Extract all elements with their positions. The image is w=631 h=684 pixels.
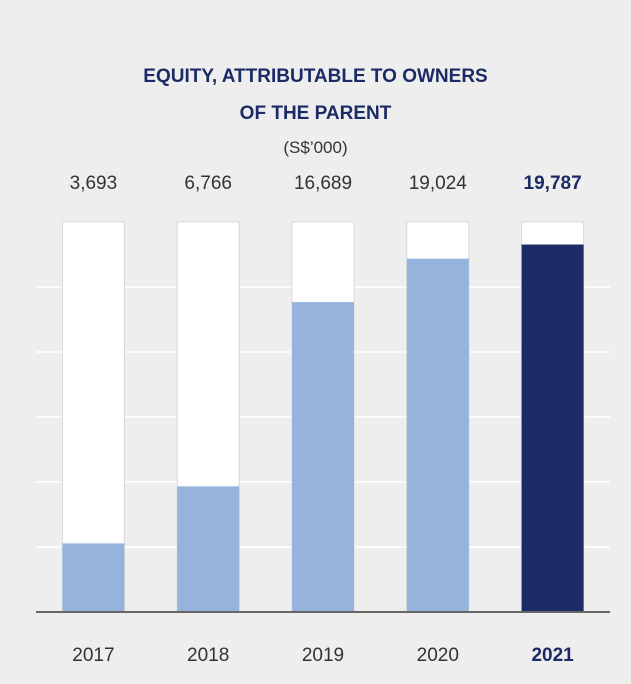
value-label: 19,024 [409, 173, 468, 194]
x-tick-label: 2020 [417, 645, 459, 666]
x-tick-label: 2019 [302, 645, 344, 666]
bar [177, 486, 240, 612]
x-tick-label: 2021 [531, 645, 574, 666]
bar [62, 543, 125, 612]
bar [406, 258, 469, 612]
x-tick-label: 2017 [72, 645, 114, 666]
bar [521, 244, 584, 612]
value-label: 6,766 [184, 173, 232, 194]
value-label: 16,689 [294, 173, 352, 194]
x-tick-label: 2018 [187, 645, 229, 666]
chart-title: EQUITY, ATTRIBUTABLE TO OWNERS OF THE PA… [143, 66, 488, 124]
bar [292, 302, 354, 612]
chart-subtitle: (S$’000) [283, 138, 348, 157]
value-label: 3,693 [70, 173, 118, 194]
value-label: 19,787 [524, 173, 582, 194]
